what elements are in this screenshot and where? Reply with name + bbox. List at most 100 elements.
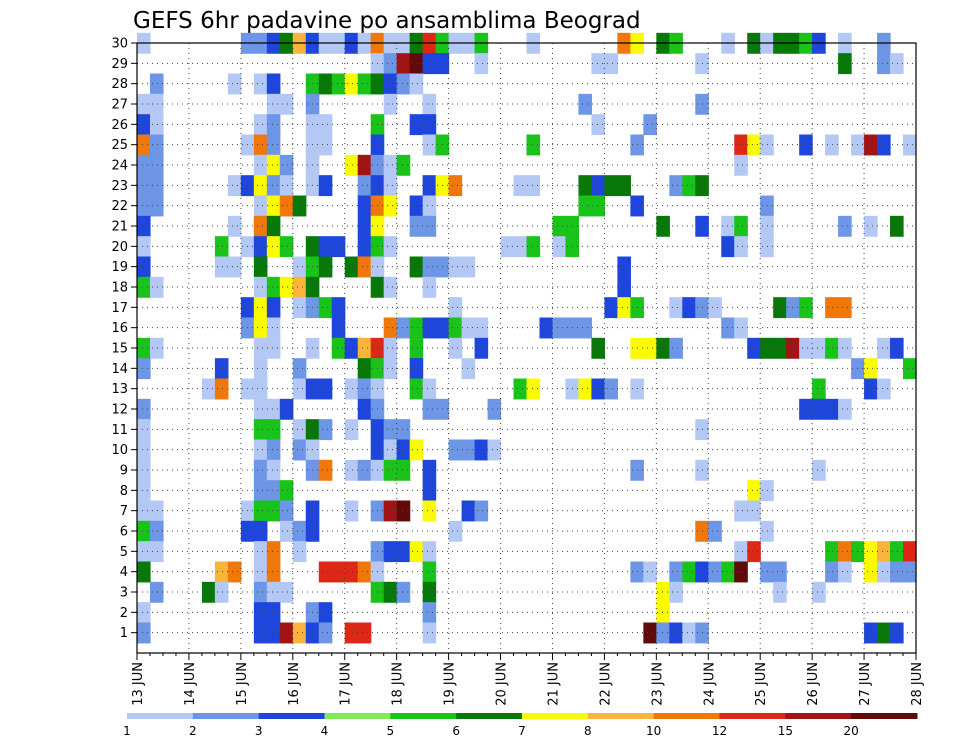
heatmap-cell: [877, 622, 891, 644]
heatmap-cell: [383, 175, 398, 197]
heatmap-cell: [253, 114, 268, 136]
y-tick-label: 12: [111, 403, 128, 418]
heatmap-cell: [266, 134, 281, 156]
heatmap-cell: [864, 561, 878, 583]
heatmap-cell: [643, 337, 657, 359]
y-tick-label: 9: [120, 464, 128, 479]
heatmap-cell: [266, 500, 281, 522]
heatmap-cell: [383, 581, 398, 603]
heatmap-cell: [773, 581, 787, 603]
heatmap-cell: [383, 439, 398, 461]
heatmap-cell: [253, 459, 268, 481]
y-tick-label: 28: [111, 77, 128, 92]
heatmap-cell: [396, 317, 411, 339]
heatmap-cell: [617, 297, 631, 319]
heatmap-cell: [409, 439, 424, 461]
heatmap-cell: [604, 53, 618, 75]
heatmap-cell: [578, 175, 593, 197]
heatmap-cell: [137, 114, 151, 136]
heatmap-cell: [292, 195, 307, 217]
heatmap-cell: [799, 337, 813, 359]
heatmap-cell: [799, 134, 813, 156]
heatmap-cell: [331, 561, 346, 583]
heatmap-cell: [383, 358, 398, 380]
heatmap-cell: [266, 541, 281, 563]
heatmap-cell: [812, 378, 826, 400]
heatmap-cell: [877, 337, 891, 359]
heatmap-cell: [344, 561, 359, 583]
heatmap-cell: [422, 215, 437, 237]
heatmap-cell: [422, 317, 437, 339]
heatmap-cell: [552, 317, 567, 339]
heatmap-cell: [747, 480, 761, 502]
heatmap-cell: [318, 622, 333, 644]
y-tick-label: 11: [111, 423, 128, 438]
heatmap-cell: [344, 154, 359, 176]
heatmap-cell: [331, 73, 346, 95]
heatmap-cell: [266, 439, 281, 461]
heatmap-cell: [890, 337, 904, 359]
y-tick-label: 27: [111, 98, 128, 113]
heatmap-cell: [422, 541, 437, 563]
heatmap-cell: [864, 378, 878, 400]
heatmap-cell: [656, 215, 670, 237]
heatmap-cell: [721, 561, 735, 583]
y-tick-label: 25: [111, 138, 128, 153]
heatmap-cell: [383, 317, 398, 339]
heatmap-cell: [877, 561, 891, 583]
heatmap-cell: [344, 459, 359, 481]
heatmap-cell: [253, 602, 268, 624]
heatmap-cell: [344, 622, 359, 644]
colorbar-swatch: [192, 713, 260, 719]
heatmap-cell: [903, 134, 917, 156]
heatmap-cell: [890, 215, 904, 237]
heatmap-cell: [812, 459, 826, 481]
heatmap-cell: [448, 256, 463, 278]
heatmap-cell: [357, 154, 372, 176]
chart-title: GEFS 6hr padavine po ansamblima Beograd: [133, 8, 641, 34]
heatmap-cell: [253, 256, 268, 278]
heatmap-cell: [890, 53, 904, 75]
heatmap-cell: [799, 297, 813, 319]
heatmap-cell: [253, 622, 268, 644]
heatmap-cell: [279, 154, 294, 176]
heatmap-cell: [383, 459, 398, 481]
heatmap-cell: [656, 602, 670, 624]
heatmap-cell: [357, 256, 372, 278]
heatmap-cell: [279, 622, 294, 644]
heatmap-cell: [448, 520, 463, 542]
heatmap-cell: [773, 337, 787, 359]
heatmap-cell: [903, 541, 917, 563]
heatmap-cell: [812, 581, 826, 603]
heatmap-cell: [474, 53, 489, 75]
heatmap-cell: [799, 398, 813, 420]
heatmap-cell: [474, 500, 489, 522]
heatmap-cell: [253, 215, 268, 237]
heatmap-cell: [409, 337, 424, 359]
heatmap-cell: [344, 337, 359, 359]
heatmap-cell: [422, 500, 437, 522]
heatmap-cell: [292, 378, 307, 400]
heatmap-cell: [838, 561, 852, 583]
heatmap-cell: [734, 215, 748, 237]
dotted-grid: [137, 43, 916, 653]
colorbar-label: 8: [584, 724, 592, 738]
colorbar-label: 10: [646, 724, 661, 738]
heatmap-cell: [396, 581, 411, 603]
heatmap-cell: [903, 358, 917, 380]
heatmap-cell: [669, 175, 683, 197]
heatmap-cell: [318, 419, 333, 441]
heatmap-cell: [513, 378, 528, 400]
heatmap-cell: [747, 134, 761, 156]
heatmap-cell: [409, 73, 424, 95]
heatmap-cell: [137, 195, 151, 217]
heatmap-cell: [682, 622, 696, 644]
heatmap-cell: [825, 541, 839, 563]
heatmap-cell: [266, 419, 281, 441]
heatmap-cell: [461, 256, 476, 278]
heatmap-cell: [149, 154, 164, 176]
heatmap-cell: [474, 317, 489, 339]
heatmap-cell: [591, 337, 605, 359]
heatmap-cell: [357, 215, 372, 237]
